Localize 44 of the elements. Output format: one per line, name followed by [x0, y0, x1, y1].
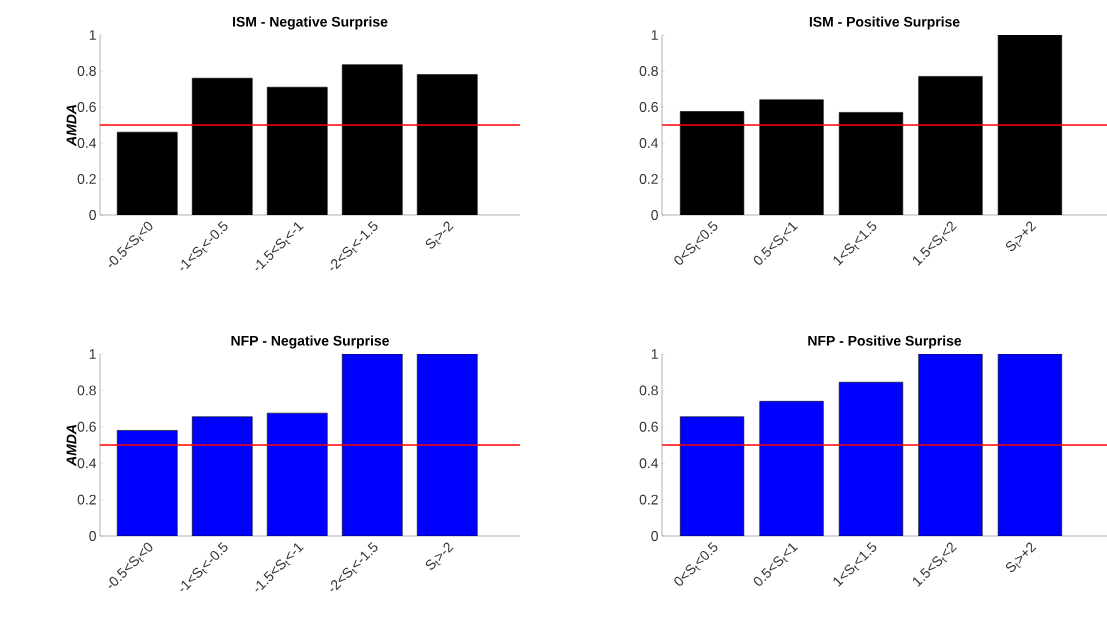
x-tick-label: 0<S$_{t}$<0.5	[674, 541, 718, 586]
y-tick-label: 0.6	[77, 421, 96, 432]
y-tick-label: 0.2	[77, 494, 96, 505]
y-tick-label: 0.6	[639, 421, 658, 432]
y-tick-label: 0	[89, 531, 96, 541]
y-tick-label: 0	[89, 210, 96, 220]
x-tick-label: 1<S$_{t}$<1.5	[833, 541, 877, 587]
y-tick-label: 0.6	[77, 102, 96, 112]
y-tick-label: 1	[89, 349, 96, 359]
bar	[759, 401, 824, 536]
bar	[997, 354, 1063, 536]
bar	[416, 354, 478, 536]
y-tick-label: 0	[651, 210, 658, 220]
y-axis-title: AMDA	[66, 105, 77, 147]
y-tick-label: 0.8	[77, 385, 96, 396]
y-tick-label: 0.6	[639, 102, 658, 112]
bar	[679, 416, 745, 536]
y-axis-title: AMDA	[66, 425, 77, 467]
y-tick-label: 0.4	[77, 138, 97, 148]
y-tick-label: 0.8	[639, 66, 658, 76]
y-tick-label: 1	[651, 30, 658, 40]
y-tick-label: 1	[89, 30, 96, 40]
bar	[341, 354, 403, 536]
y-tick-label: 0.4	[77, 458, 97, 469]
bar	[918, 354, 983, 536]
chart-title: NFP - Negative Surprise	[231, 335, 389, 349]
y-tick-label: 0.8	[77, 66, 96, 76]
chart-title: ISM - Negative Surprise	[233, 16, 388, 30]
y-tick-label: 0.8	[639, 385, 658, 396]
y-tick-label: 1	[651, 349, 658, 359]
x-tick-label: 0<S$_{t}$<0.5	[674, 220, 718, 265]
y-tick-label: 0.2	[639, 174, 658, 184]
y-tick-label: 0.4	[639, 138, 659, 148]
y-tick-label: 0.2	[639, 494, 658, 505]
bar	[191, 416, 253, 536]
y-tick-label: 0	[651, 531, 658, 541]
chart-title: ISM - Positive Surprise	[809, 16, 960, 30]
y-tick-label: 0.4	[639, 458, 659, 469]
y-tick-label: 0.2	[77, 174, 96, 184]
bar	[266, 412, 328, 536]
bar	[838, 381, 904, 536]
x-tick-label: 1<S$_{t}$<1.5	[833, 220, 877, 266]
bar	[116, 430, 178, 536]
chart-title: NFP - Positive Surprise	[808, 335, 962, 349]
